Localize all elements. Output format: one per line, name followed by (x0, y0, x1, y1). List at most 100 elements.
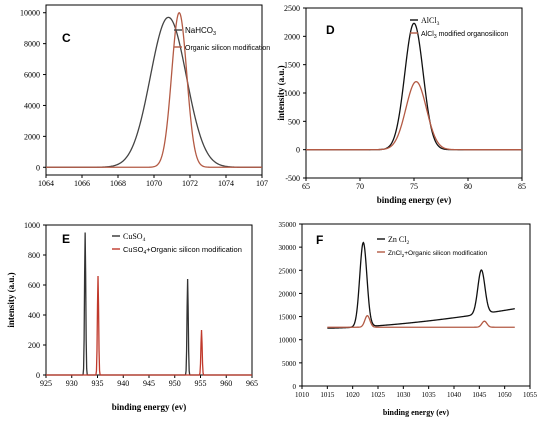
series-line-2 (46, 275, 252, 376)
y-tick-label: 30000 (279, 244, 297, 252)
panel-f-legend: Zn Cl2 ZnCl2+Organic silicon modificatio… (377, 235, 488, 258)
series-line-1 (46, 16, 262, 168)
x-tick-label: 925 (40, 379, 52, 388)
legend-label-nahco3: NaHCO3 (185, 26, 216, 37)
panel-d-legend: AlCl3 AlCl3 modified organosilicon (410, 16, 508, 40)
legend-label-cuso4: CuSO4 (123, 232, 146, 243)
y-tick-label: 10000 (279, 337, 297, 345)
x-tick-label: 1040 (447, 391, 462, 399)
panel-d: D 65 70 75 80 85 -500 0 500 1000 1500 2000 2500 bin… (276, 4, 526, 205)
panel-d-ticks: 65 70 75 80 85 -500 0 500 1000 1500 2000 2500 (284, 4, 526, 191)
series-line-1 (306, 22, 522, 151)
x-tick-label: 930 (66, 379, 78, 388)
panel-f-letter: F (316, 233, 323, 247)
x-tick-label: 80 (464, 182, 472, 191)
panel-e-legend: CuSO4 CuSO4+Organic silicon modification (112, 232, 242, 256)
y-tick-label: 200 (28, 341, 40, 350)
y-tick-label: 8000 (24, 40, 40, 49)
panel-d-ylabel: intensity (a.u.) (276, 65, 286, 120)
x-tick-label: 1066 (74, 179, 90, 188)
x-tick-label: 960 (220, 379, 232, 388)
y-tick-label: 1500 (284, 61, 300, 70)
y-tick-label: 5000 (282, 360, 297, 368)
y-tick-label: 10000 (20, 9, 40, 18)
panel-e-lines (46, 232, 252, 376)
x-tick-label: 1074 (218, 179, 234, 188)
panel-e-xlabel: binding energy (ev) (112, 402, 187, 412)
x-tick-label: 1045 (472, 391, 487, 399)
panel-e: E 925 930 935 940 945 950 955 960 965 0 200 400 600 8… (6, 221, 258, 412)
x-tick-label: 1025 (371, 391, 386, 399)
x-tick-label: 940 (117, 379, 129, 388)
panel-e-ylabel: intensity (a.u.) (6, 272, 16, 327)
x-tick-label: 950 (169, 379, 181, 388)
y-tick-label: 2000 (284, 32, 300, 41)
panel-f: F 1010 1015 1020 1025 1030 1035 1040 1045 1050 10… (279, 221, 538, 417)
y-tick-label: 0 (36, 371, 40, 380)
x-tick-label: 945 (143, 379, 155, 388)
panel-f-lines (327, 241, 515, 329)
legend-label-alcl3-modified: AlCl3 modified organosilicon (421, 31, 508, 40)
x-tick-label: 965 (246, 379, 258, 388)
x-tick-label: 1015 (320, 391, 335, 399)
y-tick-label: 800 (28, 251, 40, 260)
x-tick-label: 1070 (146, 179, 162, 188)
series-line-2 (46, 12, 262, 168)
y-tick-label: 0 (293, 383, 297, 391)
y-tick-label: -500 (285, 174, 300, 183)
legend-label-organic-c: Organic silicon modification (185, 45, 270, 52)
y-tick-label: 25000 (279, 267, 297, 275)
x-tick-label: 1030 (396, 391, 411, 399)
x-tick-label: 1055 (523, 391, 538, 399)
x-tick-label: 955 (195, 379, 207, 388)
x-tick-label: 1072 (182, 179, 198, 188)
y-tick-label: 4000 (24, 101, 40, 110)
y-tick-label: 600 (28, 281, 40, 290)
panel-e-ticks: 925 930 935 940 945 950 955 960 965 0 200 400 600 800… (24, 221, 258, 388)
legend-label-cuso4-organic: CuSO4+Organic silicon modification (123, 245, 242, 256)
y-tick-label: 0 (36, 163, 40, 172)
legend-label-zncl2: Zn Cl2 (388, 235, 409, 246)
panel-c-frame (45, 4, 263, 176)
x-tick-label: 1050 (498, 391, 513, 399)
panel-c-letter: C (62, 31, 71, 45)
y-tick-label: 1000 (284, 89, 300, 98)
legend-label-zncl2-organic: ZnCl2+Organic silicon modification (388, 250, 488, 258)
x-tick-label: 1035 (422, 391, 437, 399)
x-tick-label: 70 (356, 182, 364, 191)
y-tick-label: 1000 (24, 221, 40, 230)
x-tick-label: 1010 (295, 391, 310, 399)
panel-f-xlabel: binding energy (ev) (383, 408, 450, 417)
panel-c-legend: NaHCO3 Organic silicon modification (174, 26, 270, 52)
panel-d-lines (306, 22, 522, 151)
panel-f-ticks: 1010 1015 1020 1025 1030 1035 1040 1045 1050 1055… (279, 221, 538, 399)
y-tick-label: 0 (296, 146, 300, 155)
x-tick-label: 107 (256, 179, 268, 188)
panel-e-letter: E (62, 232, 70, 246)
y-tick-label: 35000 (279, 221, 297, 229)
panel-d-letter: D (326, 23, 335, 37)
x-tick-label: 65 (302, 182, 310, 191)
panel-f-frame (301, 223, 531, 387)
y-tick-label: 2500 (284, 4, 300, 13)
y-tick-label: 500 (288, 117, 300, 126)
x-tick-label: 1064 (38, 179, 54, 188)
x-tick-label: 75 (410, 182, 418, 191)
panel-d-xlabel: binding energy (ev) (377, 195, 452, 205)
x-tick-label: 1020 (346, 391, 361, 399)
x-tick-label: 935 (92, 379, 104, 388)
x-tick-label: 1068 (110, 179, 126, 188)
series-line-2 (327, 315, 515, 328)
y-tick-label: 6000 (24, 71, 40, 80)
series-line-1 (327, 241, 515, 329)
series-line-2 (306, 81, 522, 151)
panel-c-ticks: 1064 1066 1068 1070 1072 1074 1070200040006000… (20, 9, 268, 188)
panel-c: C 1064 1066 1068 1070 1072 1074 10702000400060… (20, 4, 270, 188)
x-tick-label: 85 (518, 182, 526, 191)
y-tick-label: 2000 (24, 132, 40, 141)
y-tick-label: 20000 (279, 290, 297, 298)
panel-c-lines (46, 12, 262, 168)
y-tick-label: 400 (28, 311, 40, 320)
legend-label-alcl3: AlCl3 (421, 16, 440, 27)
